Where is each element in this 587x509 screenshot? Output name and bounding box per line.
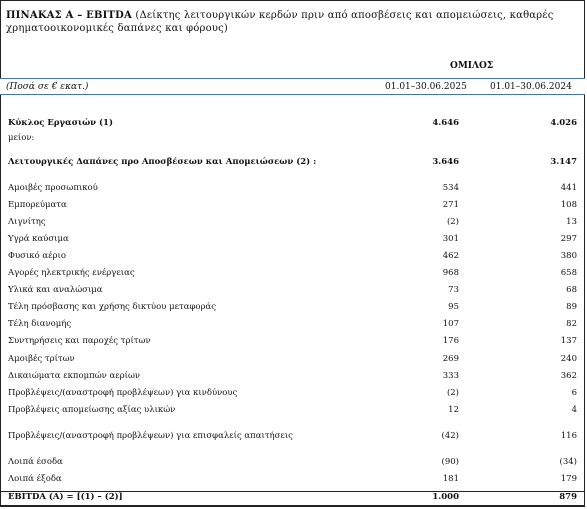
value-2025: 1.000: [432, 492, 459, 502]
row-label: Κύκλος Εργασιών (1): [8, 118, 113, 128]
column-2024: 01.01–30.06.2024: [490, 82, 572, 92]
row-label: Λοιπά έξοδα: [8, 474, 62, 484]
row-label: EBITDA (A) = [(1) – (2)]: [8, 492, 123, 502]
table-row: Αμοιβές προσωπικού 534 441: [0, 183, 585, 197]
value-2024: 68: [566, 285, 577, 295]
table-row: Κύκλος Εργασιών (1) 4.646 4.026: [0, 118, 585, 132]
value-2025: 333: [442, 371, 459, 381]
table-row: Προβλέψεις/(αναστροφή προβλέψεων) για επ…: [0, 431, 585, 445]
row-label: Υγρά καύσιμα: [8, 234, 69, 244]
value-2024: 441: [560, 183, 577, 193]
value-2024: (34): [559, 457, 577, 467]
value-2024: 3.147: [550, 157, 577, 167]
table-row: Λειτουργικές Δαπάνες προ Αποσβέσεων και …: [0, 157, 585, 171]
table-row: Συντηρήσεις και παροχές τρίτων 176 137: [0, 336, 585, 350]
column-header: (Ποσά σε € εκατ.) 01.01–30.06.2025 01.01…: [0, 78, 585, 95]
total-row: EBITDA (A) = [(1) – (2)] 1.000 879: [0, 491, 585, 506]
table-row: Λοιπά έξοδα 181 179: [0, 474, 585, 488]
value-2024: 658: [560, 268, 577, 278]
table-row: Προβλέψεις απομείωσης αξίας υλικών 12 4: [0, 405, 585, 419]
row-label: Αγορές ηλεκτρικής ενέργειας: [8, 268, 135, 278]
value-2025: 12: [448, 405, 459, 415]
table-row: Προβλέψεις/(αναστροφή προβλέψεων) για κι…: [0, 388, 585, 402]
title-bold: ΠΙΝΑΚΑΣ Α – EBITDA: [6, 10, 132, 21]
value-2025: 534: [442, 183, 459, 193]
value-2025: 4.646: [432, 118, 459, 128]
value-2025: (2): [446, 388, 459, 398]
table-title: ΠΙΝΑΚΑΣ Α – EBITDA (Δείκτης λειτουργικών…: [6, 9, 578, 35]
row-label: Προβλέψεις απομείωσης αξίας υλικών: [8, 405, 176, 415]
table-row: μείον:: [0, 133, 585, 147]
value-2024: 179: [560, 474, 577, 484]
value-2025: 176: [442, 336, 459, 346]
row-label: Αμοιβές προσωπικού: [8, 183, 98, 193]
group-label: ΟΜΙΛΟΣ: [450, 61, 494, 71]
title-rest: (Δείκτης λειτουργικών κερδών πριν από απ…: [6, 10, 554, 34]
value-2025: 301: [442, 234, 459, 244]
table-row: Υγρά καύσιμα 301 297: [0, 234, 585, 248]
table-row: Τέλη διανομής 107 82: [0, 319, 585, 333]
table-row: Λοιπά έσοδα (90) (34): [0, 457, 585, 471]
value-2025: 462: [442, 251, 459, 261]
row-label: Φυσικό αέριο: [8, 251, 66, 261]
value-2025: (42): [441, 431, 459, 441]
table-row: Εμπορεύματα 271 108: [0, 200, 585, 214]
value-2024: 13: [566, 217, 577, 227]
row-label: Λιγνίτης: [8, 217, 46, 227]
table-row: Αμοιβές τρίτων 269 240: [0, 354, 585, 368]
value-2025: 271: [442, 200, 459, 210]
row-label: Τέλη διανομής: [8, 319, 72, 329]
value-2025: 968: [442, 268, 459, 278]
value-2024: 380: [560, 251, 577, 261]
row-label: Εμπορεύματα: [8, 200, 67, 210]
units-label: (Ποσά σε € εκατ.): [6, 82, 89, 92]
row-label: Προβλέψεις/(αναστροφή προβλέψεων) για επ…: [8, 431, 293, 441]
value-2025: (2): [446, 217, 459, 227]
row-label: Λειτουργικές Δαπάνες προ Αποσβέσεων και …: [8, 157, 317, 167]
table-row: Τέλη πρόσβασης και χρήσης δικτύου μεταφο…: [0, 302, 585, 316]
value-2024: 137: [560, 336, 577, 346]
table-row: Δικαιώματα εκπομπών αερίων 333 362: [0, 371, 585, 385]
value-2024: 4: [571, 405, 577, 415]
row-label: μείον:: [8, 133, 35, 143]
row-label: Συντηρήσεις και παροχές τρίτων: [8, 336, 151, 346]
value-2025: 73: [448, 285, 459, 295]
table-row: Φυσικό αέριο 462 380: [0, 251, 585, 265]
column-2025: 01.01–30.06.2025: [385, 82, 467, 92]
row-label: Υλικά και αναλώσιμα: [8, 285, 103, 295]
value-2024: 297: [560, 234, 577, 244]
row-label: Προβλέψεις/(αναστροφή προβλέψεων) για κι…: [8, 388, 238, 398]
value-2024: 89: [566, 302, 577, 312]
value-2024: 362: [560, 371, 577, 381]
value-2025: 3.646: [432, 157, 459, 167]
value-2025: 269: [442, 354, 459, 364]
value-2025: 107: [442, 319, 459, 329]
value-2025: 95: [448, 302, 459, 312]
value-2025: (90): [441, 457, 459, 467]
value-2024: 879: [559, 492, 577, 502]
table-row: Λιγνίτης (2) 13: [0, 217, 585, 231]
row-label: Τέλη πρόσβασης και χρήσης δικτύου μεταφο…: [8, 302, 217, 312]
value-2024: 82: [566, 319, 577, 329]
value-2024: 6: [571, 388, 577, 398]
row-label: Αμοιβές τρίτων: [8, 354, 75, 364]
row-label: Δικαιώματα εκπομπών αερίων: [8, 371, 141, 381]
row-label: Λοιπά έσοδα: [8, 457, 63, 467]
table-row: Αγορές ηλεκτρικής ενέργειας 968 658: [0, 268, 585, 282]
value-2025: 181: [442, 474, 459, 484]
value-2024: 108: [560, 200, 577, 210]
value-2024: 240: [560, 354, 577, 364]
value-2024: 4.026: [550, 118, 577, 128]
value-2024: 116: [560, 431, 577, 441]
table-row: Υλικά και αναλώσιμα 73 68: [0, 285, 585, 299]
